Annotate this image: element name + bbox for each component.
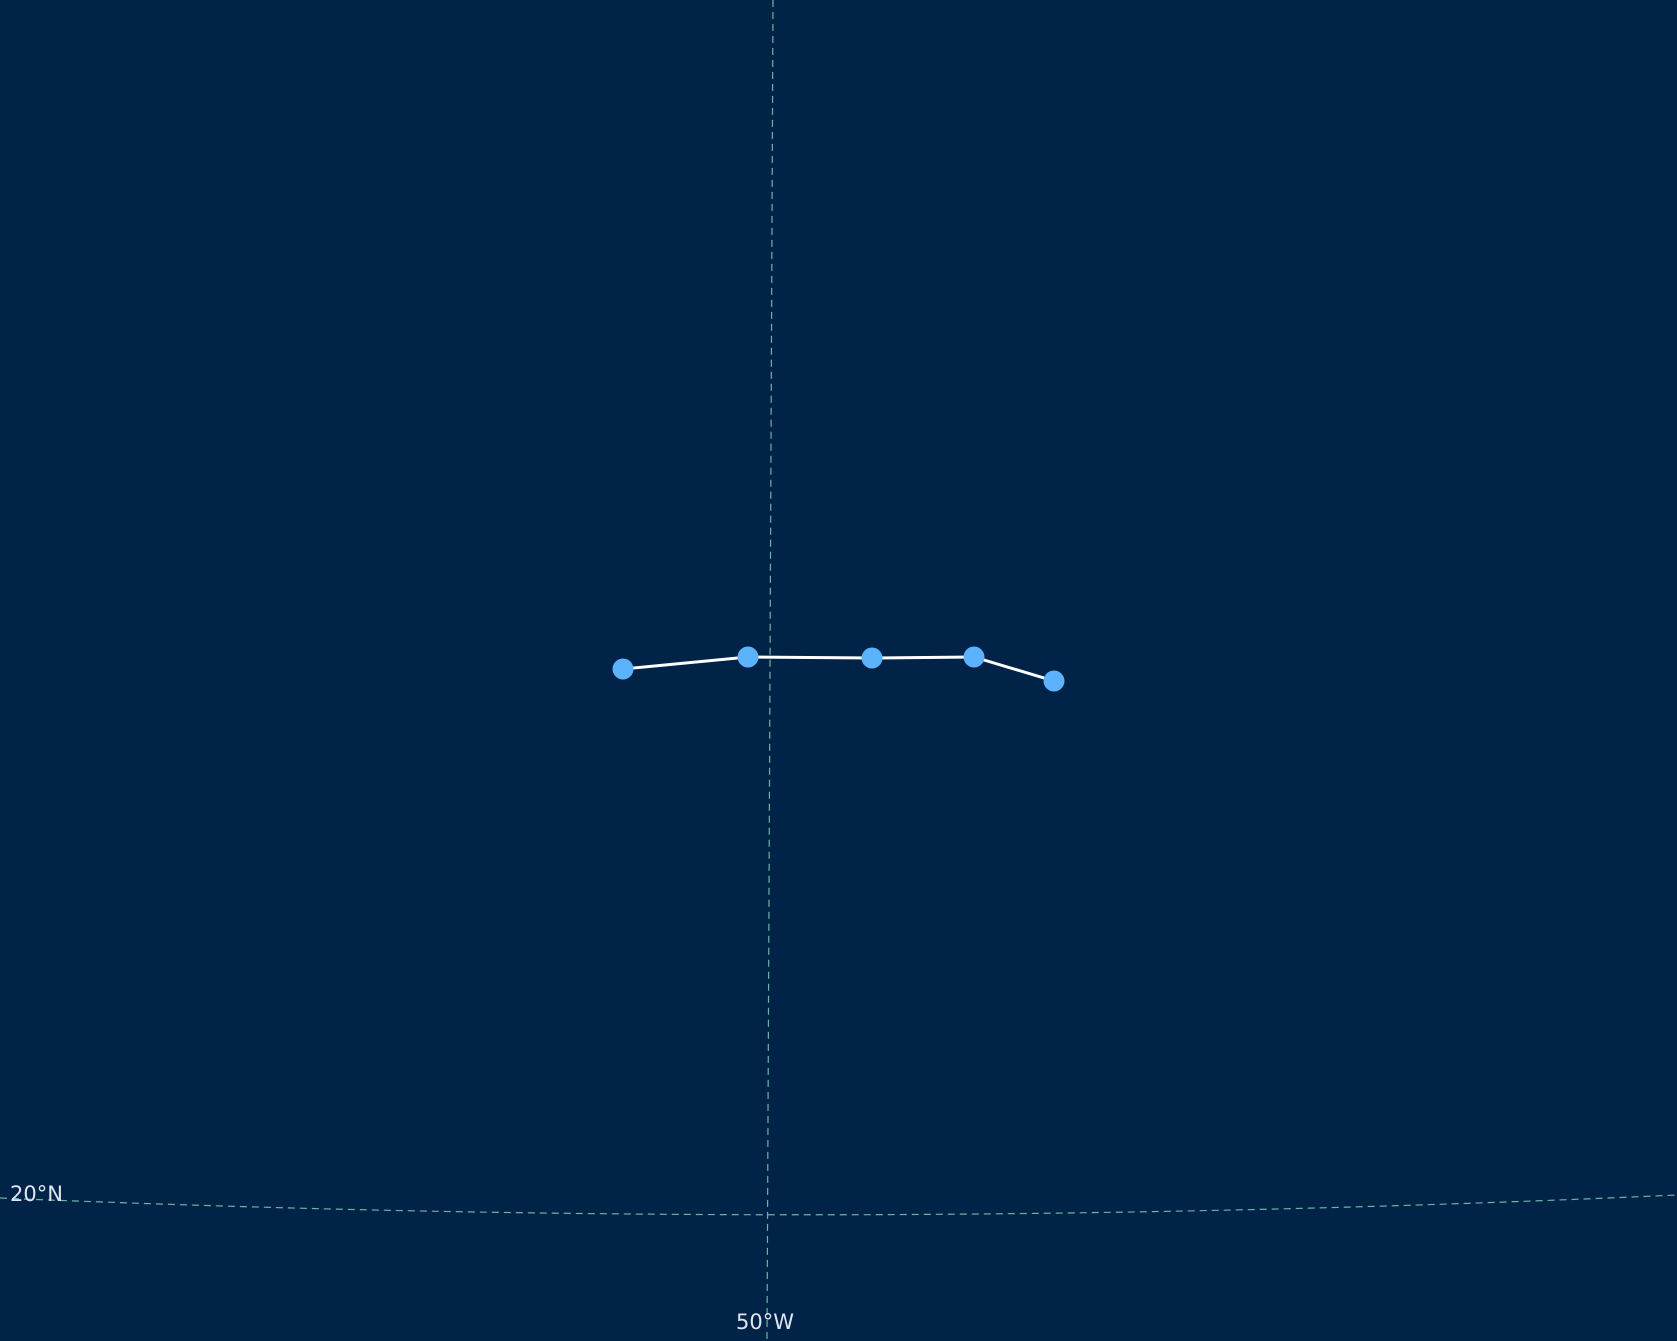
- track-points: [612, 646, 1065, 692]
- longitude-label: 50°W: [736, 1310, 794, 1334]
- track-point-4[interactable]: [963, 646, 985, 668]
- parallel-line: [0, 1194, 1677, 1216]
- meridian-line: [766, 0, 774, 1341]
- track-point-3[interactable]: [861, 647, 883, 669]
- track-line: [622, 655, 1055, 683]
- track-point-2[interactable]: [737, 646, 759, 668]
- track-point-5[interactable]: [1043, 670, 1065, 692]
- track-point-1[interactable]: [612, 658, 634, 680]
- latitude-label: 20°N: [10, 1182, 63, 1206]
